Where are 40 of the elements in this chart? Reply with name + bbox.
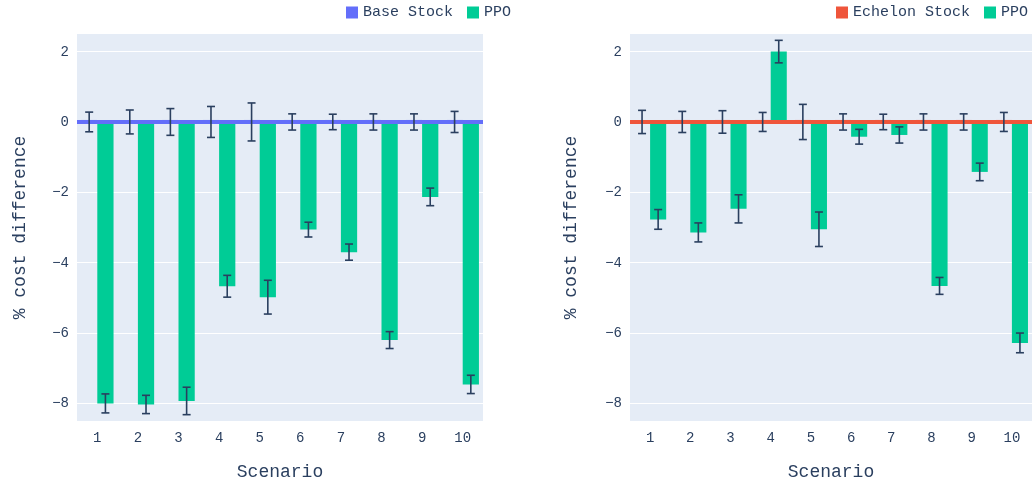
x-tick-label: 2 bbox=[686, 430, 695, 446]
y-tick-label: 2 bbox=[613, 43, 622, 60]
y-axis-title: % cost difference bbox=[10, 135, 30, 320]
x-tick-label: 10 bbox=[1003, 430, 1021, 446]
legend-label: Base Stock bbox=[362, 4, 453, 21]
x-tick-label: 3 bbox=[726, 430, 735, 446]
x-tick-label: 9 bbox=[967, 430, 976, 446]
x-tick-label: 8 bbox=[377, 430, 386, 446]
x-tick-label: 1 bbox=[645, 430, 655, 446]
y-tick-label: 0 bbox=[613, 113, 622, 130]
y-tick-label: −8 bbox=[52, 395, 69, 412]
y-tick-label: −6 bbox=[52, 325, 69, 342]
x-tick-label: 4 bbox=[214, 430, 224, 446]
y-axis-title: % cost difference bbox=[561, 135, 581, 320]
y-tick-label: 2 bbox=[60, 43, 69, 60]
legend-label: PPO bbox=[1001, 4, 1029, 21]
y-tick-label: −4 bbox=[52, 254, 69, 271]
x-tick-label: 6 bbox=[296, 430, 305, 446]
x-tick-label: 2 bbox=[133, 430, 143, 446]
x-tick-label: 5 bbox=[806, 430, 816, 446]
x-tick-label: 9 bbox=[417, 430, 427, 446]
x-tick-label: 7 bbox=[887, 430, 896, 446]
y-tick-label: −2 bbox=[52, 184, 69, 201]
x-tick-label: 8 bbox=[927, 430, 936, 446]
y-tick-label: −4 bbox=[605, 254, 622, 271]
x-axis-title: Scenario bbox=[787, 462, 875, 482]
y-tick-label: −6 bbox=[605, 325, 622, 342]
x-tick-label: 10 bbox=[454, 430, 472, 446]
x-tick-label: 7 bbox=[336, 430, 346, 446]
x-tick-label: 1 bbox=[93, 430, 102, 446]
y-tick-label: −8 bbox=[605, 395, 622, 412]
legend-label: Echelon Stock bbox=[852, 4, 971, 21]
x-tick-label: 4 bbox=[766, 430, 775, 446]
legend-label: PPO bbox=[484, 4, 512, 21]
x-tick-label: 3 bbox=[174, 430, 183, 446]
x-axis-title: Scenario bbox=[236, 462, 324, 482]
x-tick-label: 6 bbox=[846, 430, 856, 446]
y-tick-label: −2 bbox=[605, 184, 622, 201]
y-tick-label: 0 bbox=[60, 113, 69, 130]
x-tick-label: 5 bbox=[255, 430, 264, 446]
